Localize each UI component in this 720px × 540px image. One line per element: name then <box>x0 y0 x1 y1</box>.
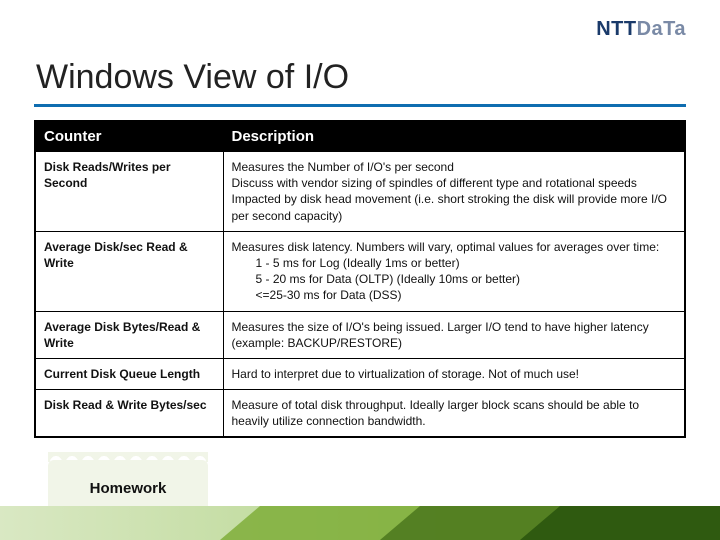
table-row: Current Disk Queue Length Hard to interpr… <box>35 358 685 389</box>
description-line: 1 - 5 ms for Log (Ideally 1ms or better) <box>232 255 677 271</box>
description-cell: Measures the size of I/O's being issued.… <box>223 311 685 358</box>
description-cell: Hard to interpret due to virtualization … <box>223 358 685 389</box>
description-line: 5 - 20 ms for Data (OLTP) (Ideally 10ms … <box>232 271 677 287</box>
description-line: Hard to interpret due to virtualization … <box>232 366 677 382</box>
title-underline <box>34 104 686 107</box>
counter-cell: Disk Read & Write Bytes/sec <box>35 390 223 438</box>
description-line: Measures disk latency. Numbers will vary… <box>232 239 677 255</box>
description-cell: Measure of total disk throughput. Ideall… <box>223 390 685 438</box>
description-line: Measures the Number of I/O's per second <box>232 159 677 175</box>
table-row: Disk Read & Write Bytes/sec Measure of to… <box>35 390 685 438</box>
io-counters-table: Counter Description Disk Reads/Writes pe… <box>34 120 686 438</box>
description-cell: Measures disk latency. Numbers will vary… <box>223 231 685 311</box>
description-line: <=25-30 ms for Data (DSS) <box>232 287 677 303</box>
footer-decor <box>0 506 720 540</box>
col-header-description: Description <box>223 121 685 152</box>
table-row: Average Disk/sec Read & Write Measures di… <box>35 231 685 311</box>
description-line: Discuss with vendor sizing of spindles o… <box>232 175 677 191</box>
description-line: Impacted by disk head movement (i.e. sho… <box>232 191 677 223</box>
counter-cell: Current Disk Queue Length <box>35 358 223 389</box>
counter-cell: Average Disk/sec Read & Write <box>35 231 223 311</box>
description-line: Measures the size of I/O's being issued.… <box>232 319 677 351</box>
table-row: Disk Reads/Writes per SecondMeasures the… <box>35 152 685 232</box>
col-header-counter: Counter <box>35 121 223 152</box>
brand-bold: NTT <box>596 18 636 40</box>
counter-cell: Disk Reads/Writes per Second <box>35 152 223 232</box>
page-title: Windows View of I/O <box>36 58 349 97</box>
description-line: Measure of total disk throughput. Ideall… <box>232 397 677 429</box>
table-body: Disk Reads/Writes per SecondMeasures the… <box>35 152 685 438</box>
table-row: Average Disk Bytes/Read & Write Measures … <box>35 311 685 358</box>
brand-logo: NTTDaTa <box>596 18 686 41</box>
brand-light: DaTa <box>637 18 686 40</box>
counter-cell: Average Disk Bytes/Read & Write <box>35 311 223 358</box>
slide: NTTDaTa Windows View of I/O Counter Desc… <box>0 0 720 540</box>
table-header-row: Counter Description <box>35 121 685 152</box>
description-cell: Measures the Number of I/O's per secondD… <box>223 152 685 232</box>
